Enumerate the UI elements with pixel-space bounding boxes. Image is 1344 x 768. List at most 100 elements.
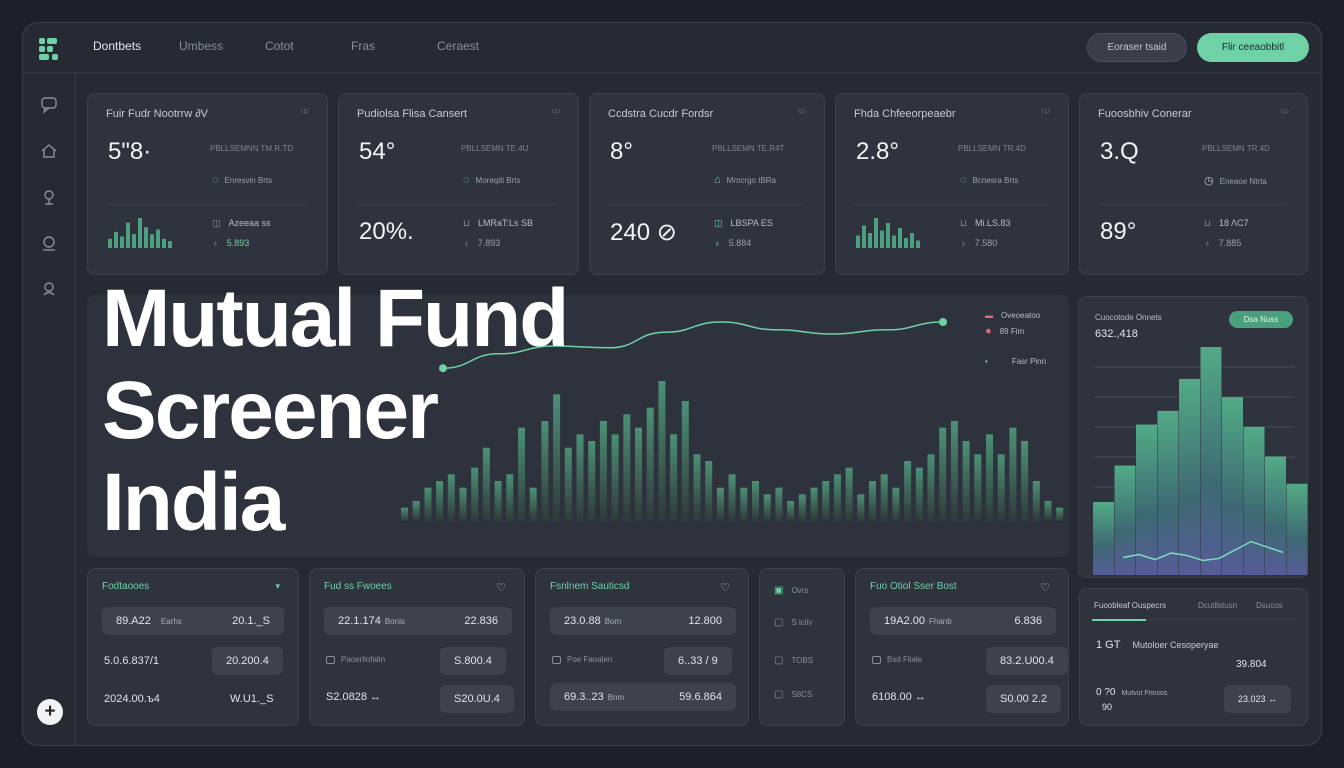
user-icon[interactable] bbox=[39, 279, 59, 299]
chart-bar bbox=[1157, 410, 1179, 575]
list-item[interactable]: 89.A22 Earhs 20.1._S bbox=[102, 607, 284, 635]
kpi-card[interactable]: Pudiolsa Flisa Cansert ⁽¹⁾ 54° PBLLSEMN … bbox=[338, 93, 579, 275]
value-pill[interactable]: 20.200.4 bbox=[212, 647, 283, 675]
tab-active[interactable]: Fuoobleaf Ouspecrs bbox=[1094, 601, 1167, 610]
list-item[interactable]: 2024.00.ъ4 bbox=[104, 693, 160, 705]
kpi-card[interactable]: Fuir Fudr Nootrrw ∂V ⁽¹⁾ 5"8· PBLLSEMNN … bbox=[87, 93, 328, 275]
kpi-stat: ♁ 5.884 bbox=[714, 238, 752, 248]
list-item[interactable]: ▢ TOBS bbox=[774, 655, 814, 666]
list-item[interactable]: 23.0.88 Bom 12.800 bbox=[550, 607, 736, 635]
timer-icon: ♁ bbox=[1204, 238, 1211, 248]
kpi-stat: ◫ Azeeaa ss bbox=[212, 218, 271, 228]
heart-icon[interactable]: ♡ bbox=[1040, 582, 1050, 594]
value-pill[interactable]: 23.023 ↔ bbox=[1224, 685, 1292, 713]
tab[interactable]: Dcutllstusn bbox=[1198, 601, 1238, 610]
nav-item-dontbets[interactable]: Dontbets bbox=[93, 39, 142, 53]
kpi-card[interactable]: Fhda Chfeeorpeaebr ⁽¹⁾ 2.8° PBLLSEMN TR.… bbox=[835, 93, 1069, 275]
list-item[interactable]: Poe Faoalen bbox=[552, 655, 612, 664]
value-pill[interactable]: 6..33 / 9 bbox=[664, 647, 732, 675]
info-icon[interactable]: ⁽¹⁾ bbox=[797, 108, 806, 119]
image-icon bbox=[872, 655, 881, 664]
chart-bar bbox=[997, 454, 1005, 521]
dot-icon: • bbox=[985, 357, 988, 366]
app-logo-icon[interactable] bbox=[37, 36, 61, 60]
divider bbox=[608, 204, 804, 205]
trend-line bbox=[442, 321, 944, 369]
tab[interactable]: Dsucos bbox=[1256, 601, 1283, 610]
list-item[interactable]: ▣ Ovrs bbox=[774, 585, 809, 596]
nav-item-umbess[interactable]: Umbess bbox=[179, 39, 224, 53]
clock-icon: ◫ bbox=[212, 218, 221, 228]
chart-bar bbox=[810, 487, 818, 521]
list-item[interactable]: 22.1.174 Bonis 22.836 bbox=[324, 607, 512, 635]
kpi-subtitle: PBLLSEMN TR.4D bbox=[958, 144, 1026, 153]
chevron-down-icon[interactable]: ▾ bbox=[275, 581, 280, 591]
kpi-indicator: ⌂ Mrncrgo tBRa bbox=[714, 174, 777, 186]
chart-bar bbox=[798, 494, 806, 521]
kpi-card[interactable]: Ccdstra Cucdr Fordsr ⁽¹⁾ 8° PBLLSEMN TE.… bbox=[589, 93, 825, 275]
chart-bar bbox=[950, 421, 958, 521]
chart-bar bbox=[904, 461, 912, 521]
heart-icon[interactable]: ♡ bbox=[720, 582, 730, 594]
chart-bar bbox=[833, 474, 841, 521]
list-item[interactable]: ▢ S lcliv bbox=[774, 617, 813, 628]
chart-bar bbox=[506, 474, 514, 521]
chart-bar bbox=[471, 467, 479, 521]
chart-bar bbox=[915, 467, 923, 521]
sparkline-bar bbox=[114, 231, 118, 248]
list-item[interactable]: 5.0.6.837/1 bbox=[104, 655, 160, 667]
location-icon[interactable] bbox=[39, 187, 59, 207]
chart-bar bbox=[716, 487, 724, 521]
main-nav: Dontbets Umbess Cotot Fras Ceraest bbox=[93, 39, 523, 53]
chat-icon[interactable] bbox=[39, 95, 59, 115]
chart-bar bbox=[927, 454, 935, 521]
secondary-action-button[interactable]: Eoraser tsaid bbox=[1087, 33, 1187, 62]
list-item[interactable]: Paoerliofalin bbox=[326, 655, 385, 664]
value-pill[interactable]: S0.00 2.2 bbox=[986, 685, 1062, 713]
list-item[interactable]: Bsd Fliale bbox=[872, 655, 922, 664]
filter-toggle[interactable]: Dsa Nuss bbox=[1229, 311, 1293, 328]
heart-icon[interactable]: ♡ bbox=[496, 582, 506, 594]
home-icon[interactable] bbox=[39, 141, 59, 161]
info-icon[interactable]: ⁽¹⁾ bbox=[1280, 108, 1289, 119]
value-pill[interactable]: S20.0U.4 bbox=[440, 685, 514, 713]
sparkline-bar bbox=[132, 234, 136, 248]
sparkline-bar bbox=[892, 235, 896, 248]
list-item[interactable]: S2.0828 ↔ bbox=[326, 691, 382, 703]
list-item[interactable]: 19A2.00 Fhanb 6.836 bbox=[870, 607, 1056, 635]
info-icon[interactable]: ⁽¹⁾ bbox=[1041, 108, 1050, 119]
divider bbox=[106, 204, 307, 205]
nav-item-cotot[interactable]: Cotot bbox=[265, 39, 294, 53]
list-item[interactable]: ▢ S8CS bbox=[774, 689, 813, 700]
kpi-card[interactable]: Fuoosbhiv Conerar ⁽¹⁾ 3.Q PBLLSEMN TR.4D… bbox=[1079, 93, 1308, 275]
refresh-icon: ◌ bbox=[463, 174, 470, 186]
list-item[interactable]: 0 ?0 Mutvut Fnnsos bbox=[1096, 687, 1168, 698]
value-pill[interactable]: S.800.4 bbox=[440, 647, 506, 675]
nav-item-fras[interactable]: Fras bbox=[351, 39, 375, 53]
info-icon[interactable]: ⁽¹⁾ bbox=[551, 108, 560, 119]
chart-bar bbox=[623, 414, 631, 521]
profile-icon[interactable] bbox=[39, 233, 59, 253]
cart-icon: ⊔ bbox=[1204, 218, 1212, 228]
info-icon[interactable]: ⁽¹⁾ bbox=[300, 108, 309, 119]
chart-bar bbox=[611, 434, 619, 521]
kpi-title: Ccdstra Cucdr Fordsr bbox=[608, 108, 714, 120]
primary-action-button[interactable]: Flir ceeaobbitl bbox=[1197, 33, 1309, 62]
sparkline-bar bbox=[886, 223, 890, 248]
list-title: Fsnlnem Sauticsd bbox=[550, 581, 630, 592]
gear-icon: ✹ bbox=[985, 327, 992, 336]
chart-bar bbox=[494, 481, 502, 521]
kpi-value: 5"8· bbox=[108, 138, 152, 165]
sparkline-bar bbox=[108, 238, 112, 248]
list-item[interactable]: 1 GT Mutoloer Cesoperyae bbox=[1096, 639, 1219, 651]
nav-item-ceraest[interactable]: Ceraest bbox=[437, 39, 480, 53]
list-item[interactable]: 69.3..23 Bnm 59.6.864 bbox=[550, 683, 736, 711]
kpi-stat: ♁ 5.893 bbox=[212, 238, 250, 248]
hero-chart-panel: ▬ Oveoeatoo ✹ 89 Fim • Fasr Pinn bbox=[87, 295, 1069, 557]
list-item[interactable]: 6108.00 ↔ bbox=[872, 691, 926, 703]
chart-bar bbox=[1265, 456, 1286, 575]
chart-bar bbox=[447, 474, 455, 521]
sparkline-chart bbox=[108, 218, 172, 248]
value-pill[interactable]: 83.2.U00.4 bbox=[986, 647, 1068, 675]
add-button[interactable]: + bbox=[37, 699, 63, 725]
